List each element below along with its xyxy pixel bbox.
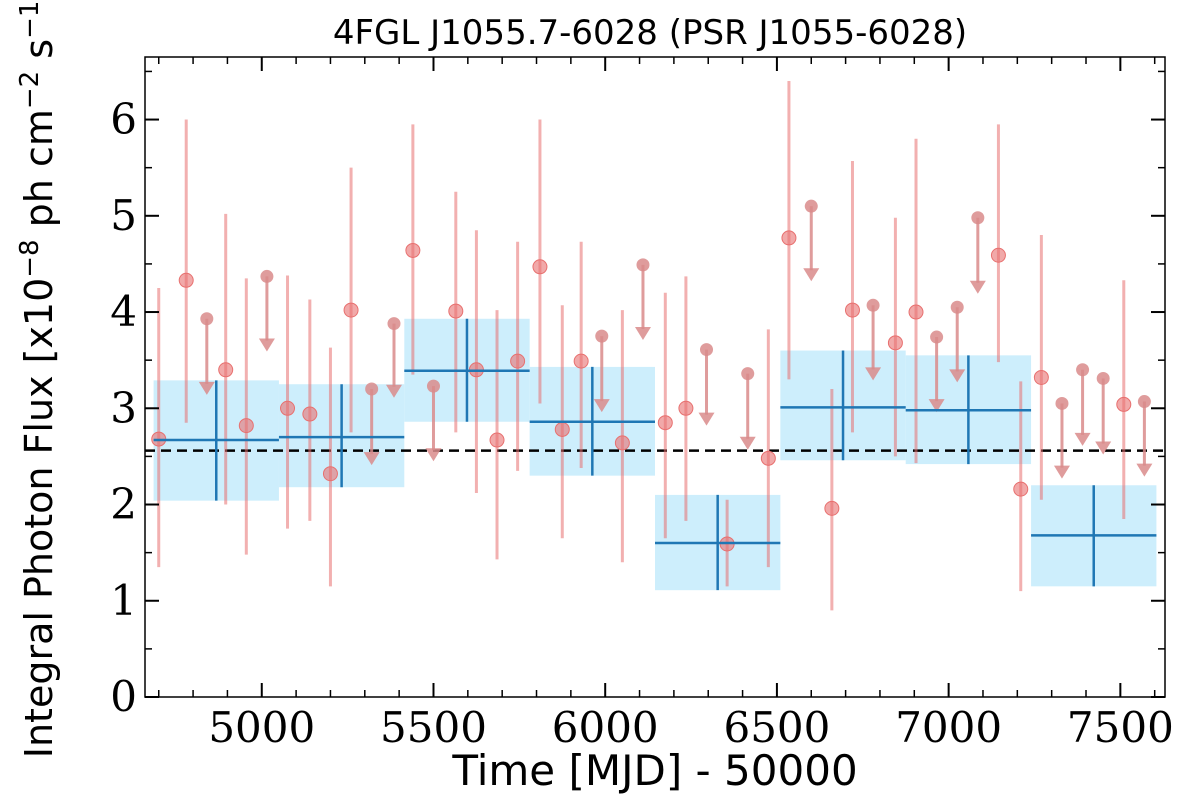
- data-point: [238, 418, 254, 434]
- x-tick-label: 7000: [895, 703, 1002, 752]
- upper-limit-point: [387, 317, 401, 331]
- x-tick-label: 6000: [552, 703, 659, 752]
- upper-limit-point: [1096, 371, 1110, 385]
- upper-limit-arrow: [865, 367, 882, 381]
- upper-limit-arrow: [969, 280, 986, 294]
- y-axis-label: Integral Photon Flux [x10−8 ph cm−2 s−1]: [15, 0, 61, 758]
- upper-limit-arrow: [698, 412, 715, 426]
- data-point: [908, 304, 924, 320]
- data-point: [678, 400, 694, 416]
- upper-limit-point: [971, 211, 985, 225]
- y-tick-label: 0: [110, 672, 137, 721]
- data-point: [824, 500, 840, 516]
- data-point: [657, 415, 673, 431]
- upper-limit-arrow: [1053, 465, 1070, 479]
- upper-limit-arrow: [739, 436, 756, 450]
- upper-limit-arrow: [634, 326, 651, 340]
- plot-frame: [144, 56, 1166, 698]
- y-tick-label: 1: [110, 576, 137, 625]
- upper-limit-point: [595, 329, 609, 343]
- data-point: [178, 272, 194, 288]
- data-point: [532, 259, 548, 275]
- y-tick-label: 2: [110, 480, 137, 529]
- upper-limit-point: [1076, 363, 1090, 377]
- data-point: [1033, 369, 1049, 385]
- data-point: [510, 353, 526, 369]
- data-point: [302, 406, 318, 422]
- data-point: [489, 432, 505, 448]
- upper-limit-point: [365, 382, 379, 396]
- x-tick-label: 5000: [208, 703, 315, 752]
- data-point: [218, 362, 234, 378]
- upper-limit-point: [700, 343, 714, 357]
- chart-title: 4FGL J1055.7-6028 (PSR J1055-6028): [333, 13, 967, 53]
- data-point: [614, 435, 630, 451]
- y-tick-label: 5: [110, 191, 137, 240]
- data-point: [1013, 481, 1029, 497]
- upper-limit-arrow: [1095, 441, 1112, 455]
- data-point: [554, 421, 570, 437]
- upper-limit-point: [636, 258, 650, 272]
- data-point: [760, 450, 776, 466]
- axis-ticks: 5000 5500 6000 6500 7000 7500 0 1 2 3 4 5 6: [110, 56, 1174, 752]
- upper-limit-point: [866, 298, 880, 312]
- upper-limit-point: [950, 300, 964, 314]
- x-tick-label: 5500: [380, 703, 487, 752]
- upper-limit-arrow: [593, 399, 610, 413]
- data-point: [781, 230, 797, 246]
- upper-limit-point: [741, 367, 755, 381]
- x-tick-label: 6500: [723, 703, 830, 752]
- upper-limit-arrow: [803, 268, 820, 282]
- upper-limit-point: [260, 269, 274, 283]
- upper-limit-point: [1055, 396, 1069, 410]
- upper-limit-point: [804, 199, 818, 213]
- upper-limit-arrow: [425, 448, 442, 462]
- upper-limit-arrow: [198, 381, 215, 395]
- upper-limit-point: [930, 330, 944, 344]
- upper-limit-point: [426, 379, 440, 393]
- y-tick-label: 3: [110, 383, 137, 432]
- data-point: [405, 242, 421, 258]
- data-point: [844, 302, 860, 318]
- data-point: [322, 466, 338, 482]
- data-point: [280, 400, 296, 416]
- data-point: [343, 302, 359, 318]
- upper-limit-arrow: [928, 399, 945, 413]
- x-axis-label: Time [MJD] - 50000: [451, 746, 857, 795]
- upper-limit-point: [200, 312, 214, 326]
- upper-limit-arrow: [1136, 463, 1153, 477]
- upper-limit-point: [1137, 395, 1151, 409]
- upper-limit-arrow: [1074, 432, 1091, 446]
- y-tick-label: 6: [110, 95, 137, 144]
- data-point: [448, 303, 464, 319]
- upper-limit-arrow: [363, 452, 380, 466]
- y-tick-label: 4: [110, 287, 137, 336]
- data-point: [990, 247, 1006, 263]
- data-point: [887, 335, 903, 351]
- upper-limit-arrow: [949, 369, 966, 383]
- x-tick-label: 7500: [1067, 703, 1174, 752]
- upper-limit-arrow: [258, 338, 275, 352]
- data-point: [573, 353, 589, 369]
- upper-limit-arrow: [385, 384, 402, 398]
- data-point: [1116, 396, 1132, 412]
- plot-area: [145, 81, 1165, 611]
